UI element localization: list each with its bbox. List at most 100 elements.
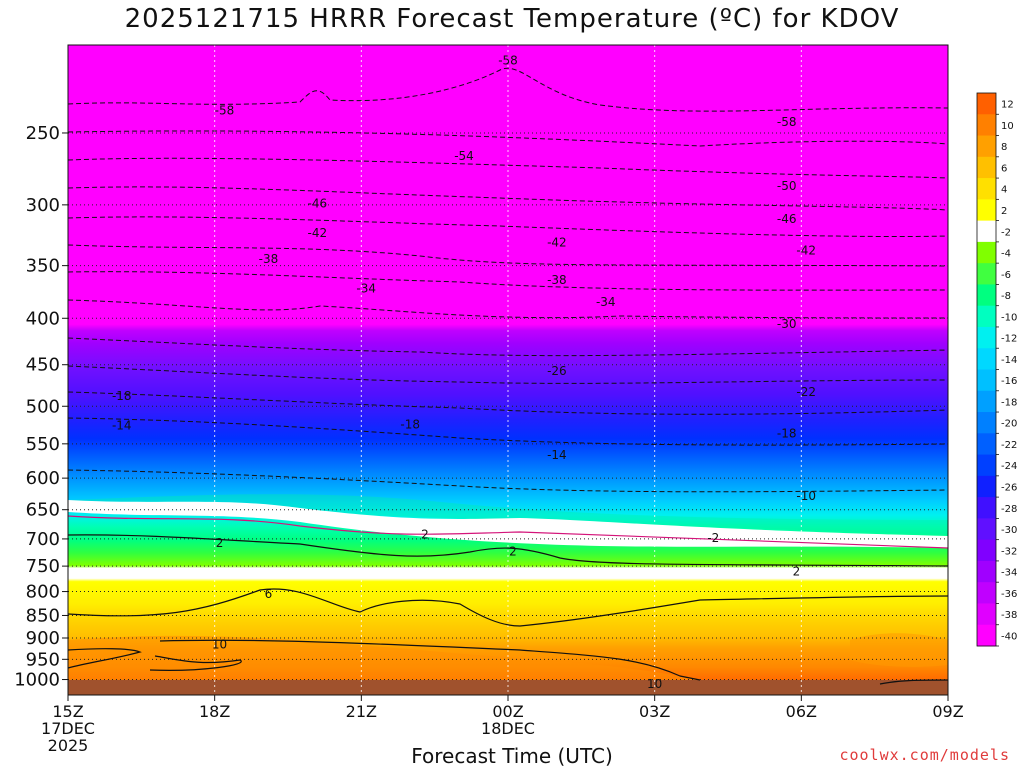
colorbar-swatch [977, 220, 996, 243]
y-tick-label: 600 [26, 468, 60, 489]
contour-label: 6 [265, 587, 273, 601]
colorbar-swatch [977, 135, 996, 158]
x-tick-label: 2025 [48, 736, 89, 755]
colorbar-label: -22 [1001, 440, 1017, 451]
isotherm-line [149, 655, 242, 671]
colorbar-swatch [977, 433, 996, 456]
colorbar-swatch [977, 284, 996, 307]
colorbar-swatch [977, 156, 996, 179]
contour-label: -26 [547, 364, 567, 378]
colorbar-label: 12 [1001, 100, 1014, 111]
y-tick-label: 300 [26, 195, 60, 216]
contour-label: -18 [777, 427, 797, 441]
isotherm-line [67, 534, 949, 567]
contour-label: -42 [796, 244, 816, 258]
y-tick-label: 900 [26, 628, 60, 649]
colorbar-swatch [977, 582, 996, 604]
contour-label: -22 [796, 385, 816, 399]
warm-pocket-right [850, 633, 948, 667]
colorbar-label: -36 [1001, 589, 1017, 600]
contour-label: -14 [112, 418, 132, 432]
colorbar-swatch [977, 178, 996, 200]
colorbar-swatch [977, 369, 996, 392]
colorbar-swatch [977, 497, 996, 519]
isotherm-line [879, 679, 949, 685]
colorbar-swatch [977, 624, 996, 647]
contour-label: -42 [308, 226, 328, 240]
x-tick-label: 21Z [346, 702, 377, 721]
colorbar-label: 8 [1001, 142, 1007, 153]
isotherm-line [159, 639, 701, 681]
colorbar-label: 10 [1001, 121, 1014, 132]
colorbar-label: -40 [1001, 631, 1017, 642]
y-tick-label: 400 [26, 308, 60, 329]
ground-layer [68, 680, 948, 695]
contour-label: -18 [112, 389, 132, 403]
freezing-white-band [68, 500, 948, 548]
colorbar-swatch [977, 603, 996, 626]
colorbar: 12 10 8 6 4 2 -2 -4 -6 -8 -10 -12 -14 -16 -18 -20 -22 -24… [976, 92, 1017, 647]
colorbar-label: -24 [1001, 461, 1017, 472]
colorbar-label: -12 [1001, 334, 1017, 345]
x-tick-label: 06Z [786, 702, 817, 721]
y-tick-label: 350 [26, 256, 60, 277]
colorbar-label: -4 [1001, 249, 1011, 260]
contour-labels: -58 -58 -58 -54 -50 -46 -46 -42 -42 -42 -38 -38 -34 -… [112, 53, 816, 690]
contour-label: -46 [777, 212, 797, 226]
x-tick-label: 00Z [492, 702, 523, 721]
isotherm-line [67, 244, 949, 267]
isotherm-line [67, 365, 949, 384]
y-tick-label: 1000 [14, 670, 60, 691]
colorbar-swatch [977, 390, 996, 413]
isotherm-line [67, 186, 949, 211]
colorbar-label: -6 [1001, 270, 1011, 281]
y-tick-label: 750 [26, 556, 60, 577]
contour-label: -38 [259, 252, 279, 266]
contour-label: -2 [707, 531, 719, 545]
colorbar-swatch [977, 305, 996, 328]
isotherm-line [67, 391, 949, 415]
chart-title: 2025121715 HRRR Forecast Temperature (ºC… [124, 4, 900, 34]
isotherm-line [67, 588, 949, 627]
contour-label: 2 [509, 545, 517, 559]
colorbar-label: -2 [1001, 227, 1011, 238]
isotherm-line [67, 469, 949, 493]
colorbar-swatch [977, 539, 996, 562]
colorbar-swatch [977, 263, 996, 285]
isotherm-line [67, 299, 949, 319]
y-tick-label: 650 [26, 500, 60, 521]
colorbar-swatch [977, 93, 996, 115]
contour-label: 2 [421, 527, 429, 541]
colorbar-label: -18 [1001, 397, 1017, 408]
x-tick-label: 03Z [639, 702, 670, 721]
colorbar-label: 4 [1001, 185, 1007, 196]
colorbar-label: -30 [1001, 525, 1017, 536]
y-axis: 2503003504004505005506006507007508008509… [14, 123, 68, 691]
x-tick-label: 18DEC [481, 719, 535, 738]
y-tick-label: 450 [26, 355, 60, 376]
contour-label: -54 [454, 149, 474, 163]
isotherm-line [67, 417, 949, 446]
isotherm-line [67, 216, 949, 238]
contour-label: -14 [547, 448, 567, 462]
colorbar-label: -26 [1001, 482, 1017, 493]
contour-label: -10 [796, 489, 816, 503]
isotherm-line [67, 130, 949, 147]
y-tick-label: 850 [26, 605, 60, 626]
contour-label: -34 [596, 295, 616, 309]
grid-lines [68, 45, 948, 695]
contour-label: -50 [777, 179, 797, 193]
colorbar-swatch [977, 454, 996, 477]
contour-label: -18 [400, 418, 420, 432]
green-band-bulge [68, 494, 948, 535]
x-tick-label: 18Z [199, 702, 230, 721]
colorbar-swatch [977, 560, 996, 583]
colorbar-swatch [977, 518, 996, 541]
colorbar-label: -14 [1001, 355, 1017, 366]
colorbar-label: -28 [1001, 504, 1017, 515]
y-tick-label: 550 [26, 434, 60, 455]
zero-isotherm [67, 515, 949, 549]
x-tick-label: 15Z [52, 702, 83, 721]
